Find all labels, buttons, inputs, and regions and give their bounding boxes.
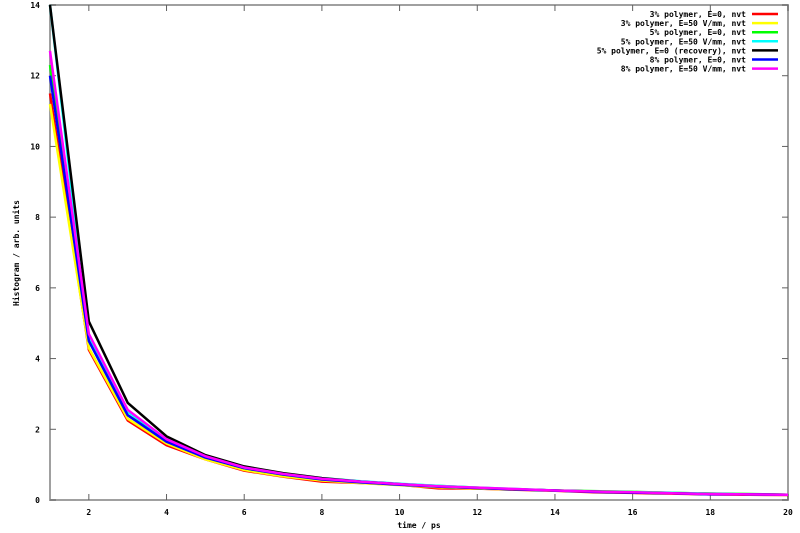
x-tick-label: 18 bbox=[705, 508, 715, 517]
legend-label: 3% polymer, E=0, nvt bbox=[650, 10, 747, 19]
x-tick-label: 6 bbox=[242, 508, 247, 517]
series-lines bbox=[48, 4, 789, 497]
x-tick-label: 2 bbox=[86, 508, 91, 517]
y-tick-label: 0 bbox=[35, 496, 40, 505]
y-tick-label: 10 bbox=[30, 142, 40, 151]
y-tick-label: 2 bbox=[35, 425, 40, 434]
y-axis-label: Histogram / arb. units bbox=[11, 200, 21, 306]
legend-label: 8% polymer, E=50 V/mm, nvt bbox=[621, 65, 746, 74]
x-tick-label: 12 bbox=[472, 508, 482, 517]
legend-label: 5% polymer, E=0 (recovery), nvt bbox=[597, 46, 746, 55]
axes: 2 4 6 8 10 12 14 16 18 20 0 2 4 6 8 10 12 14 bbox=[30, 1, 793, 517]
legend-label: 3% polymer, E=50 V/mm, nvt bbox=[621, 19, 746, 28]
y-tick-label: 6 bbox=[35, 284, 40, 293]
y-tick-label: 8 bbox=[35, 213, 40, 222]
x-tick-label: 4 bbox=[164, 508, 169, 517]
series-line-4 bbox=[48, 4, 789, 496]
x-tick-label: 16 bbox=[628, 508, 638, 517]
legend-label: 5% polymer, E=50 V/mm, nvt bbox=[621, 37, 746, 46]
x-axis-label: time / ps bbox=[397, 520, 441, 530]
x-tick-label: 8 bbox=[319, 508, 324, 517]
x-tick-label: 10 bbox=[395, 508, 405, 517]
series-line-7 bbox=[48, 50, 789, 496]
y-tick-label: 14 bbox=[30, 1, 40, 10]
x-tick-label: 20 bbox=[783, 508, 793, 517]
y-tick-label: 12 bbox=[30, 72, 40, 81]
legend-label: 5% polymer, E=0, nvt bbox=[650, 28, 747, 37]
plot-border bbox=[49, 4, 789, 501]
legend-label: 8% polymer, E=0, nvt bbox=[650, 56, 747, 65]
y-tick-label: 4 bbox=[35, 355, 40, 364]
series-line-5 bbox=[48, 4, 789, 496]
x-tick-label: 14 bbox=[550, 508, 560, 517]
